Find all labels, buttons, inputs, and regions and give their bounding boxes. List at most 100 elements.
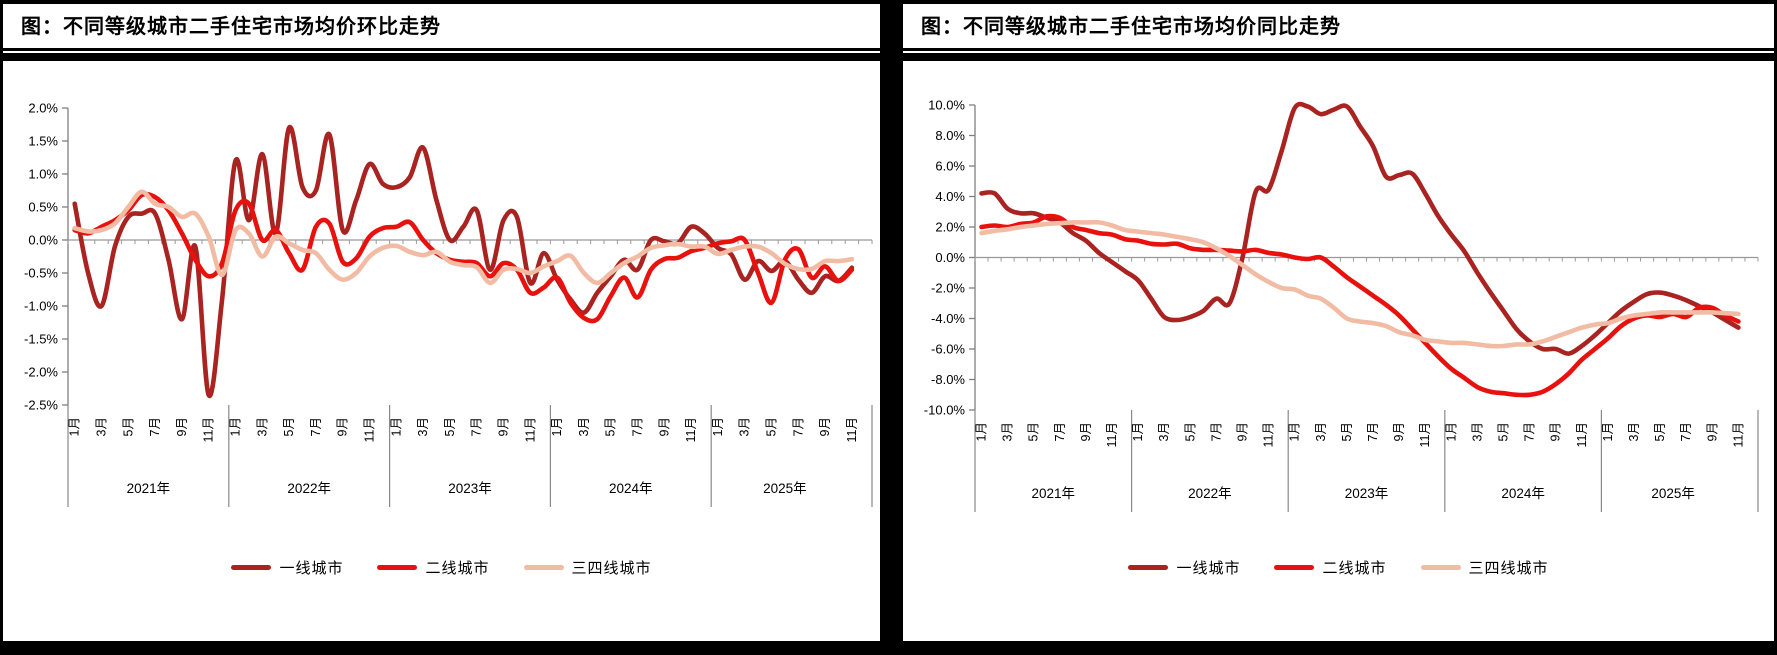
- title-underline-gap: [903, 51, 1774, 53]
- legend-label: 二线城市: [1322, 561, 1387, 577]
- month-tick-label: 5月: [1340, 422, 1354, 441]
- month-tick-label: 9月: [1236, 422, 1250, 441]
- year-label: 2024年: [1501, 486, 1545, 501]
- year-label: 2024年: [609, 481, 653, 496]
- month-tick-label: 11月: [1575, 422, 1589, 447]
- year-labels: 2021年 2022年 2023年 2024年 2025年: [127, 481, 807, 496]
- y-tick-label: 10.0%: [928, 98, 965, 113]
- month-tick-label: 11月: [363, 417, 377, 442]
- title-underline-thick: [3, 53, 880, 61]
- mom-chart-legend: 一线城市 二线城市 三四线城市: [3, 557, 880, 578]
- month-tick-label: 9月: [1392, 422, 1406, 441]
- month-tick-label: 1月: [1444, 422, 1458, 441]
- title-underline-thin: [3, 48, 880, 51]
- month-tick-label: 3月: [577, 417, 591, 436]
- month-tick-label: 1月: [975, 422, 989, 441]
- legend-swatch: [1128, 565, 1169, 570]
- month-tick-label: 9月: [1079, 422, 1093, 441]
- month-tick-label: 11月: [845, 417, 859, 442]
- month-tick-label: 1月: [229, 417, 243, 436]
- month-tick-label: 7月: [791, 417, 805, 436]
- y-tick-label: 2.0%: [28, 101, 58, 116]
- y-tick-label: 4.0%: [935, 189, 965, 204]
- month-tick-label: 5月: [121, 417, 135, 436]
- title-underline-thick: [903, 53, 1774, 61]
- month-tick-label: 3月: [1314, 422, 1328, 441]
- month-tick-label: 9月: [336, 417, 350, 436]
- legend-label: 一线城市: [1176, 561, 1241, 577]
- y-tick-label: 0.0%: [935, 250, 965, 265]
- legend-label: 三四线城市: [571, 561, 652, 577]
- y-tick-label: -1.0%: [24, 299, 58, 314]
- month-tick-label: 9月: [175, 417, 189, 436]
- month-tick-label: 1月: [550, 417, 564, 436]
- year-label: 2025年: [1651, 486, 1695, 501]
- month-tick-label: 5月: [765, 417, 779, 436]
- legend-swatch: [1274, 565, 1315, 570]
- series-line-一线城市: [72, 125, 855, 399]
- month-tick-label: 5月: [1653, 422, 1667, 441]
- y-tick-label: 1.5%: [28, 134, 58, 149]
- year-label: 2021年: [1032, 486, 1076, 501]
- series-line-二线城市: [72, 191, 855, 324]
- month-tick-label: 3月: [1470, 422, 1484, 441]
- month-tick-label: 11月: [684, 417, 698, 442]
- panel-divider: [880, 0, 903, 655]
- y-tick-label: 1.0%: [28, 167, 58, 182]
- mom-chart-panel: 图：不同等级城市二手住宅市场均价环比走势 2.0% 1.5% 1.0% 0.5% 0.0…: [3, 4, 880, 641]
- y-tick-label: 0.0%: [28, 233, 58, 248]
- y-tick-label: -2.0%: [24, 365, 58, 380]
- month-tick-label: 1月: [1131, 422, 1145, 441]
- y-tick-label: 8.0%: [935, 128, 965, 143]
- month-tick-label: 11月: [1105, 422, 1119, 447]
- month-tick-label: 3月: [255, 417, 269, 436]
- title-underline-thin: [903, 48, 1774, 51]
- month-tick-label: 7月: [1053, 422, 1067, 441]
- year-label: 2025年: [763, 481, 807, 496]
- legend-item-二线城市: 二线城市: [1274, 557, 1386, 578]
- month-tick-label: 7月: [470, 417, 484, 436]
- legend-item-一线城市: 一线城市: [231, 557, 343, 578]
- year-labels: 2021年 2022年 2023年 2024年 2025年: [1032, 486, 1695, 501]
- legend-item-一线城市: 一线城市: [1128, 557, 1240, 578]
- zero-gridline: [974, 256, 1759, 262]
- legend-item-三四线城市: 三四线城市: [1420, 557, 1549, 578]
- y-tick-label: 2.0%: [935, 220, 965, 235]
- month-tick-label: 5月: [1497, 422, 1511, 441]
- yoy-chart-title: 图：不同等级城市二手住宅市场均价同比走势: [921, 16, 1341, 38]
- legend-item-三四线城市: 三四线城市: [523, 557, 652, 578]
- year-label: 2022年: [287, 481, 331, 496]
- y-tick-label: 0.5%: [28, 200, 58, 215]
- month-tick-label: 7月: [631, 417, 645, 436]
- month-tick-label: 11月: [1418, 422, 1432, 447]
- month-tick-label: 3月: [95, 417, 109, 436]
- month-tick-label: 7月: [309, 417, 323, 436]
- month-tick-label: 7月: [148, 417, 162, 436]
- legend-swatch: [523, 565, 564, 570]
- year-label: 2023年: [1345, 486, 1389, 501]
- legend-item-二线城市: 二线城市: [377, 557, 489, 578]
- month-tick-label: 3月: [416, 417, 430, 436]
- legend-swatch: [1420, 565, 1461, 570]
- month-tick-label: 1月: [711, 417, 725, 436]
- month-tick-labels: 1月 3月 5月 7月 9月 11月 1月 3月 5月 7月 9月 11月 1月 3月 5月 7月 9月 11月 1…: [975, 422, 1746, 447]
- series-line-二线城市: [979, 213, 1741, 398]
- month-tick-label: 3月: [1627, 422, 1641, 441]
- month-tick-label: 1月: [1601, 422, 1615, 441]
- yoy-chart-panel: 图：不同等级城市二手住宅市场均价同比走势 10.0% 8.0% 6.0% 4.0% 2.…: [903, 4, 1774, 641]
- month-tick-label: 7月: [1366, 422, 1380, 441]
- month-tick-label: 11月: [1262, 422, 1276, 447]
- month-tick-label: 5月: [1027, 422, 1041, 441]
- month-tick-label: 1月: [68, 417, 82, 436]
- year-label: 2023年: [448, 481, 492, 496]
- month-tick-label: 7月: [1679, 422, 1693, 441]
- month-tick-label: 7月: [1209, 422, 1223, 441]
- month-tick-label: 9月: [1549, 422, 1563, 441]
- month-tick-label: 1月: [1288, 422, 1302, 441]
- y-tick-label: -4.0%: [931, 311, 965, 326]
- y-tick-label: -6.0%: [931, 342, 965, 357]
- month-tick-label: 3月: [738, 417, 752, 436]
- month-tick-label: 7月: [1523, 422, 1537, 441]
- month-tick-label: 11月: [523, 417, 537, 442]
